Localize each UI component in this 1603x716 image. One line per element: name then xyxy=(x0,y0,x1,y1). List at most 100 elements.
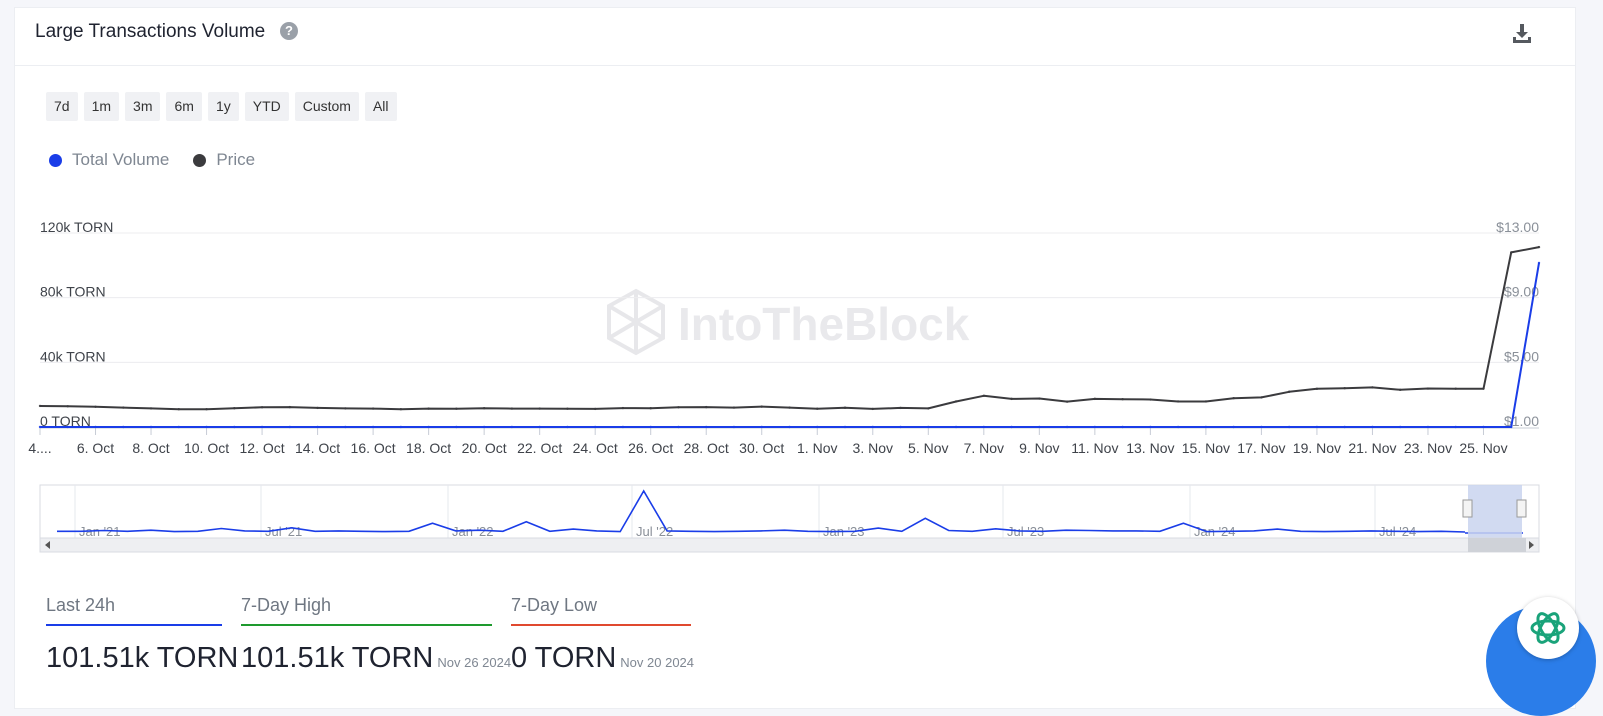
y-tick-label-right: $5.00 xyxy=(1504,348,1539,364)
data-point-price xyxy=(899,406,902,410)
range-ytd-button[interactable]: YTD xyxy=(244,92,289,121)
watermark-logo-icon xyxy=(607,288,665,356)
data-point-total-volume xyxy=(1537,261,1541,265)
x-tick-label: 15. Nov xyxy=(1182,440,1230,456)
help-icon[interactable]: ? xyxy=(280,22,298,40)
chart-area: IntoTheBlock 0 TORN 40k TORN 80k TORN 120k … xyxy=(28,219,1541,553)
data-point-price xyxy=(1454,387,1457,390)
x-tick-label: 22. Oct xyxy=(517,440,562,456)
data-point-price xyxy=(1399,388,1402,392)
data-point-price xyxy=(316,406,319,410)
data-point-total-volume xyxy=(788,425,791,429)
data-point-price xyxy=(1371,386,1374,389)
assistant-badge[interactable] xyxy=(1517,597,1579,659)
data-point-total-volume xyxy=(1204,425,1208,429)
data-point-total-volume xyxy=(1232,425,1235,429)
navigator[interactable]: Jan '21 Jul '21 Jan '22 Jul '22 Jan '23 Jul '… xyxy=(39,484,1540,553)
data-point-total-volume xyxy=(593,425,597,429)
data-point-price xyxy=(1343,387,1346,390)
x-tick-label: 19. Nov xyxy=(1293,440,1341,456)
stat-label-last-24h: Last 24h xyxy=(46,595,116,615)
stat-label-7day-low: 7-Day Low xyxy=(511,595,598,615)
range-7d-button[interactable]: 7d xyxy=(46,92,78,121)
data-point-price xyxy=(149,407,153,410)
stat-date-7day-low: Nov 20 2024 xyxy=(620,655,695,670)
y-tick-label-left: 0 TORN xyxy=(40,413,91,429)
data-point-price xyxy=(344,407,347,410)
data-point-total-volume xyxy=(1260,425,1263,429)
navigator-label: Jan '21 xyxy=(79,524,121,539)
data-point-total-volume xyxy=(1371,425,1374,429)
data-point-price xyxy=(927,407,930,410)
data-point-total-volume xyxy=(1343,425,1346,429)
x-tick-label: 20. Oct xyxy=(462,440,507,456)
data-point-price xyxy=(816,407,819,410)
data-point-price xyxy=(1287,390,1291,393)
data-point-total-volume xyxy=(1149,425,1152,429)
data-point-total-volume xyxy=(1399,425,1402,429)
data-point-total-volume xyxy=(649,425,652,429)
stat-last-24h: Last 24h 101.51k TORN xyxy=(46,595,238,675)
x-tick-label: 3. Nov xyxy=(853,440,893,456)
x-tick-label: 10. Oct xyxy=(184,440,229,456)
range-3m-button[interactable]: 3m xyxy=(125,92,161,121)
data-point-total-volume xyxy=(760,425,763,429)
range-all-button[interactable]: All xyxy=(364,92,397,121)
data-point-total-volume xyxy=(288,425,292,429)
data-point-total-volume xyxy=(1121,425,1124,429)
data-point-price xyxy=(288,405,292,409)
data-point-price xyxy=(538,407,541,410)
x-tick-label: 21. Nov xyxy=(1348,440,1396,456)
x-tick-label: 23. Nov xyxy=(1404,440,1452,456)
y-tick-label-left: 40k TORN xyxy=(40,348,106,364)
y-tick-label-right: $13.00 xyxy=(1496,219,1539,235)
stat-value-last-24h: 101.51k TORN xyxy=(46,642,238,675)
legend-label-total-volume: Total Volume xyxy=(72,150,170,169)
data-point-total-volume xyxy=(482,425,486,429)
data-point-price xyxy=(205,408,208,411)
data-point-price xyxy=(954,400,958,403)
x-tick-label: 25. Nov xyxy=(1459,440,1507,456)
range-6m-button[interactable]: 6m xyxy=(166,92,202,121)
x-tick-label: 13. Nov xyxy=(1126,440,1174,456)
legend-dot-price xyxy=(193,153,207,167)
navigator-selection xyxy=(1468,485,1522,538)
range-1y-button[interactable]: 1y xyxy=(207,92,239,121)
legend-item-total-volume[interactable]: Total Volume xyxy=(49,150,169,170)
legend-dot-total-volume xyxy=(49,153,62,167)
data-point-price xyxy=(1038,397,1041,400)
range-1m-button[interactable]: 1m xyxy=(83,92,120,121)
data-point-price xyxy=(1065,400,1069,403)
stat-label-7day-high: 7-Day High xyxy=(241,595,332,615)
data-point-price xyxy=(1260,396,1263,399)
data-point-price xyxy=(1232,397,1235,400)
x-tick-label: 7. Nov xyxy=(964,440,1004,456)
data-point-total-volume xyxy=(732,425,736,429)
range-custom-button[interactable]: Custom xyxy=(294,92,359,121)
download-icon[interactable] xyxy=(1511,22,1533,44)
navigator-label: Jan '22 xyxy=(452,524,494,539)
stat-underline-7day-low xyxy=(511,624,691,626)
x-tick-label: 16. Oct xyxy=(351,440,396,456)
x-tick-label: 14. Oct xyxy=(295,440,340,456)
data-point-price xyxy=(177,408,180,411)
data-point-price xyxy=(843,406,847,409)
data-point-price xyxy=(1537,245,1541,249)
data-point-total-volume xyxy=(843,425,847,429)
data-point-total-volume xyxy=(371,425,375,429)
scroll-right-arrow-icon xyxy=(1529,541,1534,549)
data-point-total-volume xyxy=(705,425,708,429)
card-title: Large Transactions Volume xyxy=(35,21,266,42)
x-tick-label: 1. Nov xyxy=(797,440,837,456)
data-point-total-volume xyxy=(1482,425,1485,429)
data-point-total-volume xyxy=(1454,425,1457,429)
stat-number-7day-low: 0 TORN xyxy=(511,642,617,674)
data-point-price xyxy=(566,407,569,410)
stat-underline-last-24h xyxy=(46,624,222,626)
chart-grid xyxy=(40,232,1539,363)
x-tick-label: 11. Nov xyxy=(1071,440,1118,456)
series-layer xyxy=(38,245,1541,429)
legend-item-price[interactable]: Price xyxy=(193,150,255,170)
data-point-price xyxy=(732,406,736,409)
chart-legend: Total Volume Price xyxy=(49,150,255,170)
